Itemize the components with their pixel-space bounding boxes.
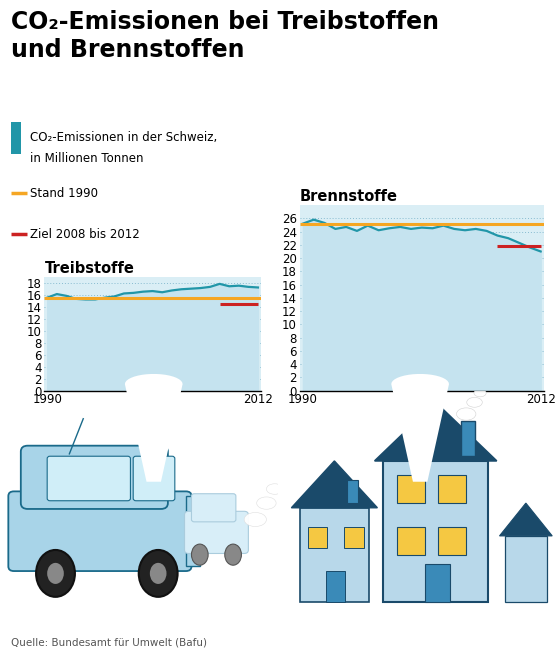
Bar xyxy=(300,508,369,602)
Bar xyxy=(505,536,547,602)
Polygon shape xyxy=(291,461,377,508)
FancyBboxPatch shape xyxy=(8,492,191,571)
Text: in Millionen Tonnen: in Millionen Tonnen xyxy=(30,152,143,165)
Bar xyxy=(397,475,425,503)
Bar xyxy=(438,527,466,555)
Ellipse shape xyxy=(244,512,266,527)
Bar xyxy=(425,564,450,602)
Ellipse shape xyxy=(467,397,482,408)
Text: CO₂-Emissionen bei Treibstoffen
und Brennstoffen: CO₂-Emissionen bei Treibstoffen und Bren… xyxy=(11,10,439,62)
Ellipse shape xyxy=(457,408,476,420)
FancyBboxPatch shape xyxy=(133,456,175,501)
Ellipse shape xyxy=(225,544,241,565)
FancyBboxPatch shape xyxy=(21,446,168,509)
Ellipse shape xyxy=(256,497,276,509)
Text: Stand 1990: Stand 1990 xyxy=(30,187,98,200)
Text: Brennstoffe: Brennstoffe xyxy=(300,189,398,204)
Text: Quelle: Bundesamt für Umwelt (Bafu): Quelle: Bundesamt für Umwelt (Bafu) xyxy=(11,638,207,648)
Bar xyxy=(383,461,488,602)
Bar xyxy=(438,475,466,503)
Bar xyxy=(347,480,358,503)
Bar xyxy=(308,527,327,547)
Ellipse shape xyxy=(139,550,178,597)
Ellipse shape xyxy=(150,563,166,584)
Polygon shape xyxy=(375,402,497,461)
Bar xyxy=(344,527,364,547)
Bar xyxy=(11,122,21,154)
Text: Treibstoffe: Treibstoffe xyxy=(44,260,134,275)
FancyBboxPatch shape xyxy=(191,493,236,522)
Ellipse shape xyxy=(191,544,208,565)
Ellipse shape xyxy=(474,389,486,397)
FancyBboxPatch shape xyxy=(185,511,249,553)
Bar xyxy=(326,571,345,602)
Text: Ziel 2008 bis 2012: Ziel 2008 bis 2012 xyxy=(30,228,139,241)
Ellipse shape xyxy=(47,563,64,584)
FancyBboxPatch shape xyxy=(47,456,130,501)
Polygon shape xyxy=(186,496,200,566)
Ellipse shape xyxy=(36,550,75,597)
Text: CO₂-Emissionen in der Schweiz,: CO₂-Emissionen in der Schweiz, xyxy=(30,132,217,144)
Bar xyxy=(461,421,475,456)
Bar xyxy=(397,527,425,555)
Polygon shape xyxy=(500,503,552,536)
Ellipse shape xyxy=(266,484,283,494)
